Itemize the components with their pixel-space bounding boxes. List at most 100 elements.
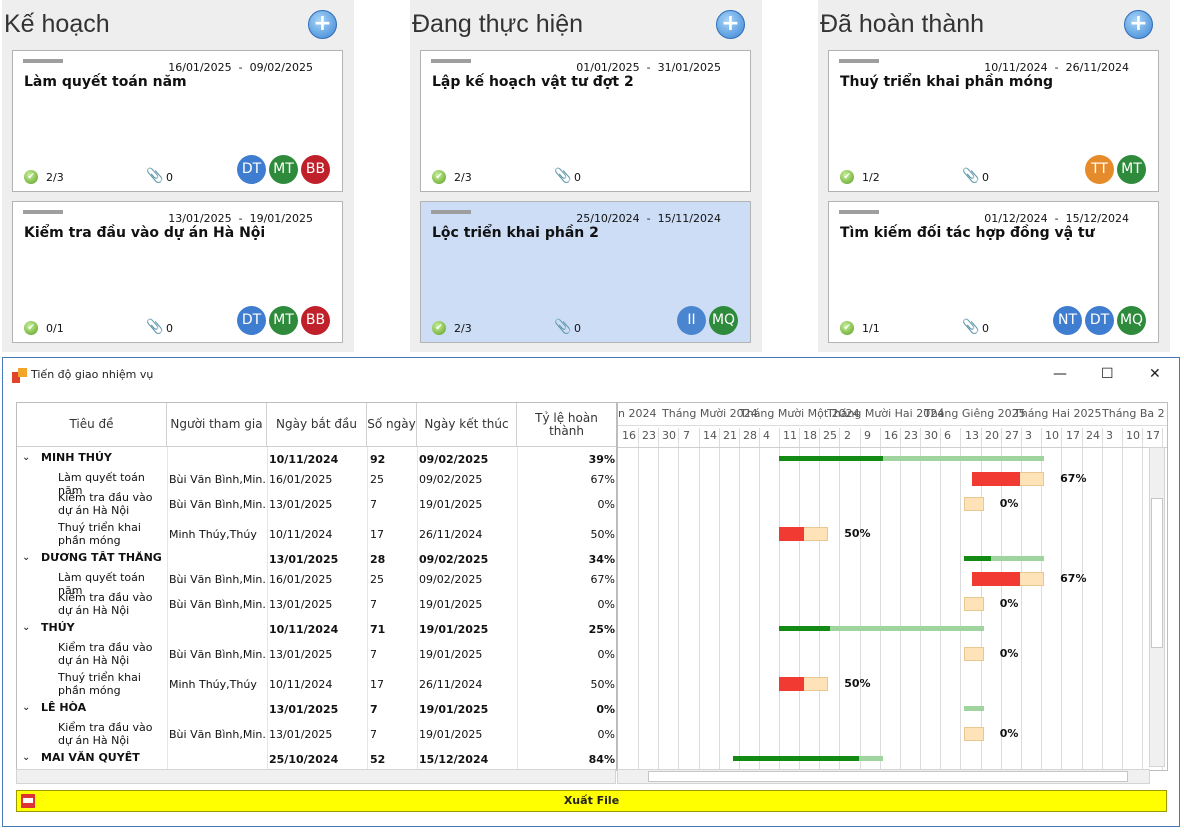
day-label: 3 — [1106, 429, 1113, 442]
day-label: 23 — [904, 429, 918, 442]
add-icon[interactable]: + — [308, 10, 337, 39]
pdf-icon — [21, 794, 35, 808]
avatar[interactable]: MT — [269, 306, 298, 335]
start-date: 10/11/2024 — [269, 527, 333, 541]
add-icon[interactable]: + — [716, 10, 745, 39]
task-card[interactable]: 25/10/2024 - 15/11/2024 Lộc triển khai p… — [420, 201, 751, 343]
avatar[interactable]: MT — [1117, 155, 1146, 184]
completion-rate: 34% — [588, 552, 615, 566]
task-card[interactable]: 01/01/2025 - 31/01/2025 Lập kế hoạch vật… — [420, 50, 751, 192]
table-row[interactable]: ⌄ THÚY 10/11/2024 71 19/01/2025 25% — [17, 619, 616, 639]
task-percent-label: 0% — [999, 597, 1019, 610]
summary-bar[interactable] — [779, 456, 1045, 461]
task-card[interactable]: 01/12/2024 - 15/12/2024 Tìm kiếm đối tác… — [828, 201, 1159, 343]
attachment-icon: 📎 — [554, 168, 572, 184]
table-row[interactable]: ⌄ DƯƠNG TẤT THẮNG 13/01/2025 28 09/02/20… — [17, 549, 616, 569]
task-percent-label: 50% — [844, 677, 871, 690]
vertical-scroll-thumb[interactable] — [1151, 498, 1163, 648]
table-row[interactable]: Làm quyết toán năm Bùi Văn Bình,Min... 16… — [17, 569, 616, 597]
completion-rate: 0% — [597, 727, 615, 741]
task-card[interactable]: 10/11/2024 - 26/11/2024 Thuý triển khai … — [828, 50, 1159, 192]
group-title: DƯƠNG TẤT THẮNG — [41, 550, 162, 564]
app-icon — [12, 368, 27, 383]
summary-bar[interactable] — [779, 626, 984, 631]
vertical-scrollbar[interactable] — [1149, 447, 1165, 767]
attachment-icon: 📎 — [146, 168, 164, 184]
grid-horizontal-scrollbar[interactable] — [16, 769, 616, 784]
table-row[interactable]: Kiểm tra đầu vào dự án Hà Nội Bùi Văn Bìn… — [17, 589, 616, 619]
attachment-count: 0 — [982, 171, 989, 184]
avatar[interactable]: MQ — [709, 306, 738, 335]
minimize-button[interactable]: — — [1053, 366, 1067, 382]
task-bar[interactable] — [963, 647, 984, 661]
gantt-horizontal-scrollbar[interactable] — [617, 769, 1150, 784]
day-label: 14 — [703, 429, 717, 442]
avatar[interactable]: DT — [1085, 306, 1114, 335]
collapse-chevron-icon[interactable]: ⌄ — [22, 551, 31, 563]
task-bar[interactable] — [963, 497, 984, 511]
task-progress — [972, 572, 1021, 586]
collapse-chevron-icon[interactable]: ⌄ — [22, 621, 31, 633]
column-header[interactable]: Tỷ lệ hoàn thành — [517, 403, 616, 447]
day-label: 21 — [723, 429, 737, 442]
export-file-button[interactable]: Xuất File — [16, 790, 1167, 812]
collapse-chevron-icon[interactable]: ⌄ — [22, 701, 31, 713]
month-label: Tháng Mười Một 2024 — [740, 407, 860, 420]
completion-rate: 50% — [590, 677, 615, 691]
add-icon[interactable]: + — [1124, 10, 1153, 39]
avatar[interactable]: BB — [301, 155, 330, 184]
card-title: Kiểm tra đầu vào dự án Hà Nội — [24, 225, 266, 241]
horizontal-scroll-thumb[interactable] — [648, 771, 1128, 782]
day-label: 23 — [642, 429, 656, 442]
table-row[interactable]: Thuý triển khai phần móng Minh Thúy,Thúy … — [17, 519, 616, 549]
column-header[interactable]: Ngày bắt đầu — [267, 403, 367, 447]
table-row[interactable]: ⌄ LÊ HÒA 13/01/2025 7 19/01/2025 0% — [17, 699, 616, 719]
attachment-icon: 📎 — [962, 168, 980, 184]
checklist-icon: ✔ — [24, 170, 38, 184]
table-row[interactable]: Kiểm tra đầu vào dự án Hà Nội Bùi Văn Bìn… — [17, 489, 616, 519]
column-header[interactable]: Tiêu đề — [17, 403, 167, 447]
table-row[interactable]: Thuý triển khai phần móng Minh Thúy,Thúy … — [17, 669, 616, 699]
task-bar[interactable] — [963, 727, 984, 741]
avatar[interactable]: BB — [301, 306, 330, 335]
column-header[interactable]: Số ngày — [367, 403, 417, 447]
avatar[interactable]: NT — [1053, 306, 1082, 335]
checklist-icon: ✔ — [24, 321, 38, 335]
collapse-chevron-icon[interactable]: ⌄ — [22, 451, 31, 463]
collapse-chevron-icon[interactable]: ⌄ — [22, 751, 31, 763]
completion-rate: 0% — [597, 647, 615, 661]
task-bar[interactable] — [963, 597, 984, 611]
summary-bar[interactable] — [963, 556, 1045, 561]
task-percent-label: 0% — [999, 727, 1019, 740]
day-label: 7 — [683, 429, 690, 442]
column-header[interactable]: Ngày kết thúc — [417, 403, 517, 447]
day-label: 18 — [803, 429, 817, 442]
close-button[interactable]: ✕ — [1149, 366, 1161, 382]
avatar[interactable]: DT — [237, 155, 266, 184]
avatar[interactable]: MQ — [1117, 306, 1146, 335]
table-row[interactable]: ⌄ MAI VĂN QUYẾT 25/10/2024 52 15/12/2024… — [17, 749, 616, 769]
column-header[interactable]: Người tham gia — [167, 403, 267, 447]
task-title: Kiểm tra đầu vào dự án Hà Nội — [58, 591, 153, 617]
avatar[interactable]: II — [677, 306, 706, 335]
end-date: 09/02/2025 — [419, 572, 483, 586]
table-row[interactable]: Kiểm tra đầu vào dự án Hà Nội Bùi Văn Bìn… — [17, 639, 616, 669]
avatar[interactable]: MT — [269, 155, 298, 184]
start-date: 13/01/2025 — [269, 497, 333, 511]
day-label: 27 — [1005, 429, 1019, 442]
avatar[interactable]: TT — [1085, 155, 1114, 184]
attachment-count: 0 — [166, 171, 173, 184]
task-card[interactable]: 16/01/2025 - 09/02/2025 Làm quyết toán n… — [12, 50, 343, 192]
task-card[interactable]: 13/01/2025 - 19/01/2025 Kiểm tra đầu vào… — [12, 201, 343, 343]
maximize-button[interactable]: ☐ — [1101, 366, 1114, 382]
table-row[interactable]: Kiểm tra đầu vào dự án Hà Nội Bùi Văn Bìn… — [17, 719, 616, 749]
card-dates: 16/01/2025 - 09/02/2025 — [168, 61, 313, 74]
avatar[interactable]: DT — [237, 306, 266, 335]
day-count: 52 — [370, 752, 386, 766]
table-row[interactable]: Làm quyết toán năm Bùi Văn Bình,Min... 16… — [17, 469, 616, 497]
table-row[interactable]: ⌄ MINH THÚY 10/11/2024 92 09/02/2025 39% — [17, 449, 616, 469]
summary-bar[interactable] — [963, 706, 984, 711]
start-date: 16/01/2025 — [269, 572, 333, 586]
attachment-count: 0 — [574, 322, 581, 335]
day-count: 17 — [370, 527, 384, 541]
